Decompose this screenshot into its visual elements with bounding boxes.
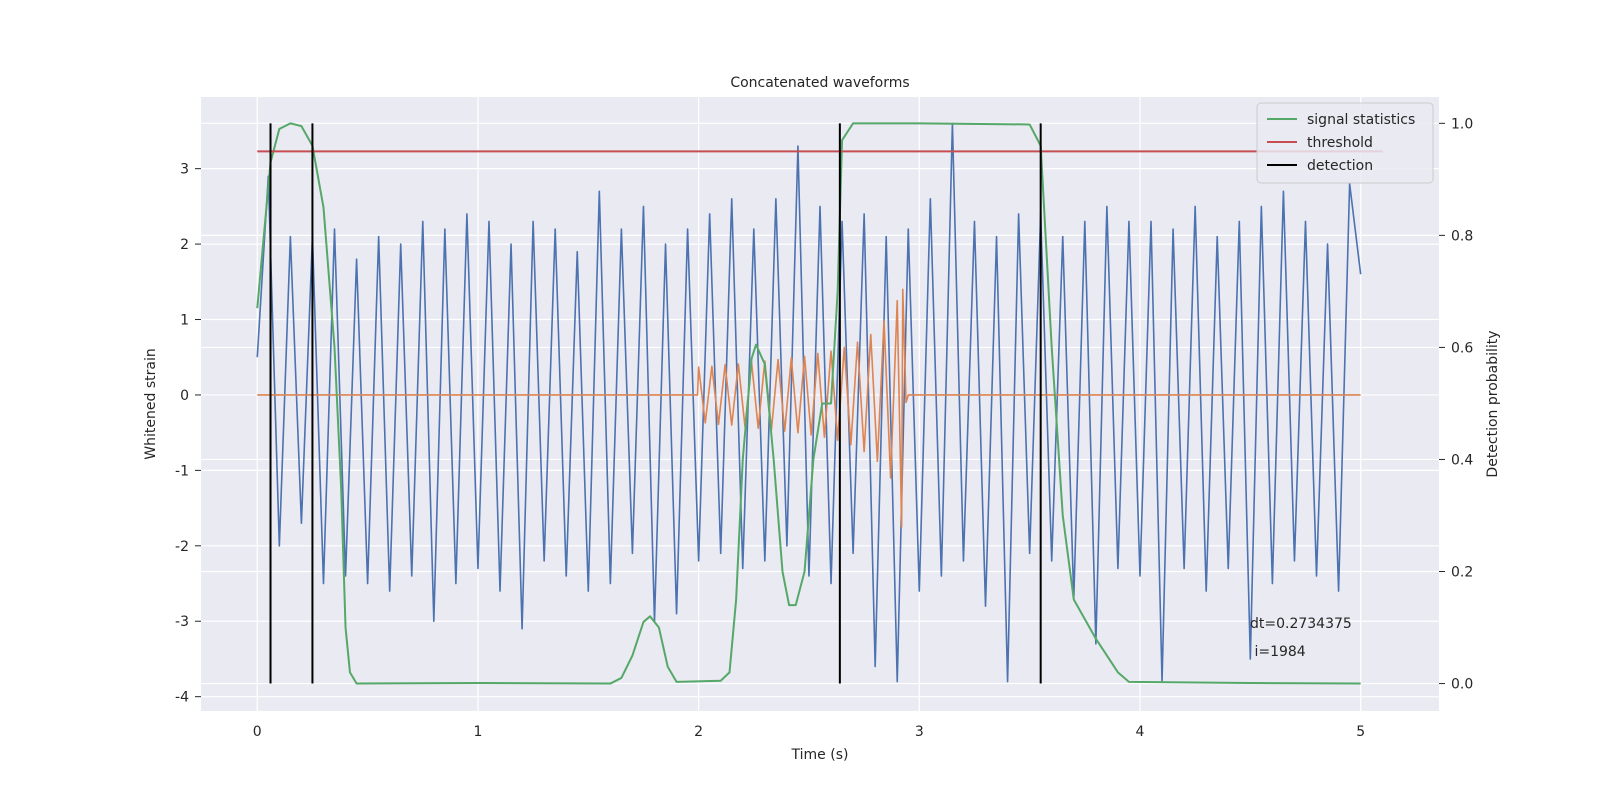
y-axis-label: Whitened strain [143,348,159,459]
x-axis-label: Time (s) [791,747,849,763]
y2-tick-label: 0.0 [1451,677,1473,693]
x-tick-label: 3 [915,724,924,740]
y-tick-label: -1 [175,463,189,479]
chart-title: Concatenated waveforms [730,75,909,91]
plot-background [201,97,1439,711]
legend-box [1256,102,1434,184]
legend-label: threshold [1307,135,1373,151]
y2-tick-label: 1.0 [1451,116,1473,132]
annotation: dt=0.2734375 [1250,616,1352,632]
y-tick-label: -2 [175,539,189,555]
legend-label: signal statistics [1307,112,1415,128]
x-tick-label: 4 [1136,724,1145,740]
annotation: i=1984 [1250,644,1306,660]
series-line [257,288,1361,528]
y2-axis-label: Detection probability [1485,330,1501,477]
y-tick-label: -3 [175,614,189,630]
y2-tick-label: 0.6 [1451,340,1473,356]
y2-tick-label: 0.2 [1451,565,1473,581]
y2-tick-label: 0.4 [1451,452,1473,468]
y2-tick-label: 0.8 [1451,228,1473,244]
y-tick-label: 1 [180,313,189,329]
y-tick-label: 3 [180,162,189,178]
x-tick-label: 0 [253,724,262,740]
y-tick-label: 0 [180,388,189,404]
y-tick-label: 2 [180,237,189,253]
x-tick-label: 5 [1356,724,1365,740]
legend-label: detection [1307,158,1373,174]
y-tick-label: -4 [175,690,189,706]
series-line [256,122,1362,683]
series-line [256,122,1361,685]
x-tick-label: 1 [473,724,482,740]
x-tick-label: 2 [694,724,703,740]
